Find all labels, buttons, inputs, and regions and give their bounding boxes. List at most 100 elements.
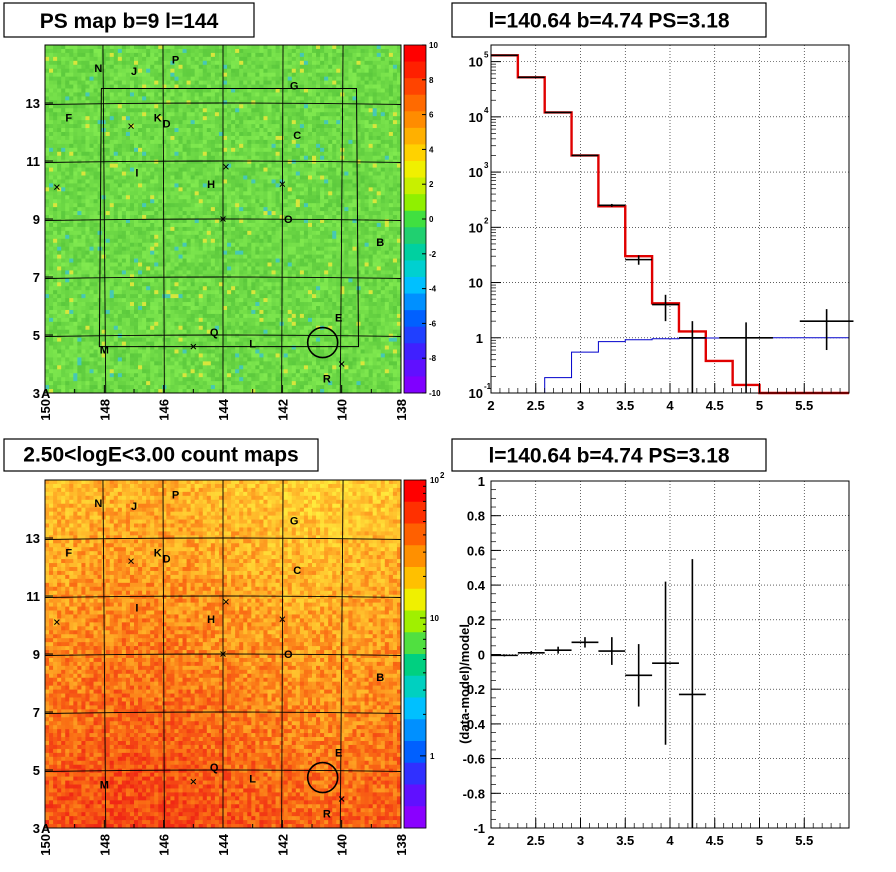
map-pixel: [61, 76, 66, 81]
map-pixel: [251, 290, 256, 295]
map-pixel: [182, 361, 187, 366]
map-pixel: [178, 325, 183, 331]
map-pixel: [101, 373, 107, 378]
map-pixel: [158, 68, 163, 74]
map-pixel: [198, 76, 204, 81]
map-pixel: [65, 317, 70, 323]
map-pixel: [101, 321, 107, 327]
map-pixel: [259, 306, 264, 311]
map-pixel: [223, 274, 228, 279]
map-pixel: [73, 195, 78, 200]
map-pixel: [81, 345, 86, 350]
map-pixel: [154, 219, 159, 224]
map-pixel: [259, 195, 264, 200]
map-pixel: [129, 207, 135, 212]
map-pixel: [113, 385, 119, 390]
map-pixel: [271, 306, 276, 311]
map-pixel: [194, 361, 200, 366]
map-pixel: [239, 357, 244, 362]
map-pixel: [259, 333, 264, 339]
map-pixel: [101, 234, 107, 240]
map-pixel: [57, 298, 62, 303]
map-pixel: [247, 80, 252, 85]
map-pixel: [170, 373, 175, 378]
map-pixel: [162, 222, 167, 228]
map-pixel: [255, 219, 260, 224]
map-pixel: [65, 274, 70, 279]
map-pixel: [158, 349, 163, 354]
map-pixel: [105, 120, 111, 125]
map-pixel: [194, 345, 200, 350]
map-pixel: [57, 76, 62, 81]
map-pixel: [49, 230, 54, 236]
map-pixel: [214, 96, 220, 101]
map-pixel: [93, 128, 98, 133]
map-pixel: [117, 56, 123, 62]
map-pixel: [57, 96, 62, 101]
map-pixel: [101, 262, 107, 267]
map-pixel: [166, 64, 171, 70]
map-pixel: [235, 159, 240, 165]
map-pixel: [61, 139, 66, 145]
map-pixel: [198, 135, 204, 141]
map-pixel: [170, 96, 175, 101]
map-pixel: [247, 151, 252, 157]
map-pixel: [210, 179, 216, 184]
map-pixel: [150, 147, 155, 153]
map-pixel: [89, 365, 94, 370]
map-pixel: [162, 219, 167, 224]
map-pixel: [113, 155, 119, 161]
map-pixel: [105, 294, 111, 299]
map-pixel: [129, 254, 135, 259]
map-pixel: [117, 187, 123, 192]
map-pixel: [259, 175, 264, 180]
map-pixel: [49, 116, 54, 121]
map-pixel: [243, 349, 248, 354]
map-pixel: [69, 345, 74, 350]
map-pixel: [174, 92, 179, 97]
map-pixel: [150, 195, 155, 200]
map-pixel: [125, 132, 131, 137]
map-pixel: [158, 226, 163, 232]
map-pixel: [255, 369, 260, 374]
map-pixel: [117, 361, 123, 366]
map-pixel: [53, 84, 58, 89]
map-pixel: [146, 124, 151, 129]
map-pixel: [231, 369, 236, 374]
map-pixel: [85, 155, 90, 161]
map-pixel: [97, 112, 103, 117]
map-pixel: [154, 306, 159, 311]
map-pixel: [194, 282, 200, 287]
map-pixel: [129, 389, 135, 394]
map-pixel: [251, 325, 256, 331]
map-pixel: [198, 80, 204, 85]
map-pixel: [138, 369, 143, 374]
map-pixel: [49, 219, 54, 224]
map-pixel: [77, 175, 82, 180]
map-pixel: [73, 108, 78, 113]
map-pixel: [202, 72, 208, 78]
map-pixel: [247, 377, 252, 382]
map-pixel: [73, 385, 78, 390]
map-pixel: [113, 143, 119, 149]
map-pixel: [129, 219, 135, 224]
map-pixel: [210, 321, 216, 327]
map-pixel: [53, 341, 58, 346]
map-pixel: [85, 120, 90, 125]
map-pixel: [218, 246, 224, 252]
map-pixel: [170, 345, 175, 350]
map-pixel: [73, 207, 78, 212]
map-pixel: [162, 294, 167, 299]
map-pixel: [271, 207, 276, 212]
map-pixel: [263, 151, 268, 157]
map-pixel: [154, 100, 159, 105]
map-pixel: [182, 333, 187, 339]
map-pixel: [97, 203, 103, 208]
map-pixel: [134, 76, 139, 81]
map-pixel: [77, 60, 82, 66]
map-pixel: [105, 143, 111, 149]
map-pixel: [105, 100, 111, 105]
map-pixel: [69, 278, 74, 283]
map-pixel: [81, 108, 86, 113]
map-pixel: [182, 329, 187, 335]
